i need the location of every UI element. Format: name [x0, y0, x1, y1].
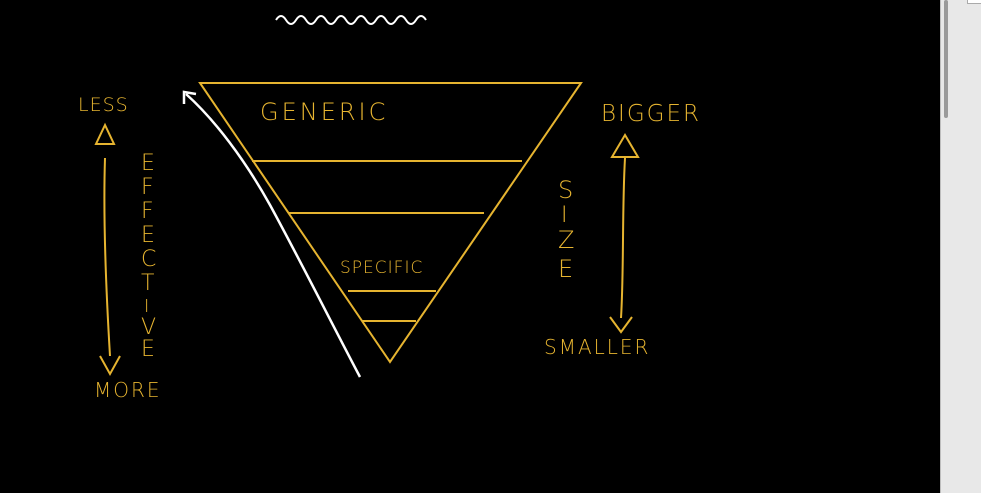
size-letter: Z [558, 226, 574, 254]
white-arrow-line [185, 93, 362, 378]
scrollbar-corner-tab [967, 0, 981, 4]
effective-letter: E [141, 223, 155, 248]
diagram-svg: GENERIC SPECIFIC LESS MORE E F F E C T I… [78, 15, 701, 402]
effective-letter: T [141, 271, 154, 296]
less-label: LESS [78, 94, 129, 116]
down-arrow-head-right [609, 316, 633, 334]
specific-label: SPECIFIC [340, 258, 423, 278]
effective-letter: F [141, 199, 154, 224]
effective-letter: E [141, 337, 155, 362]
effective-letter: I [144, 296, 149, 317]
size-letter: S [558, 176, 573, 204]
generic-label: GENERIC [260, 98, 388, 126]
bigger-label: BIGGER [601, 101, 701, 127]
whiteboard-canvas: GENERIC SPECIFIC LESS MORE E F F E C T I… [78, 15, 701, 402]
effective-letter: F [141, 175, 154, 200]
vertical-scrollbar[interactable] [940, 0, 981, 493]
effective-letter: V [141, 315, 156, 340]
down-arrow-head-left [99, 355, 121, 377]
squiggle-mark [275, 15, 427, 25]
size-axis-line [620, 157, 626, 319]
effective-axis-line [103, 157, 111, 357]
inverted-triangle [198, 82, 583, 364]
up-arrow-head-right [610, 133, 640, 158]
size-letter: E [558, 255, 573, 283]
effective-letter: C [141, 247, 156, 272]
size-word: S I Z E [558, 176, 574, 283]
effective-letter: E [141, 151, 155, 176]
scrollbar-thumb[interactable] [944, 0, 948, 118]
size-letter: I [561, 203, 568, 228]
effective-word: E F F E C T I V E [141, 151, 156, 362]
up-arrow-head-left [94, 122, 116, 145]
more-label: MORE [94, 378, 162, 402]
smaller-label: SMALLER [544, 335, 650, 359]
white-arrow-head [182, 90, 197, 104]
